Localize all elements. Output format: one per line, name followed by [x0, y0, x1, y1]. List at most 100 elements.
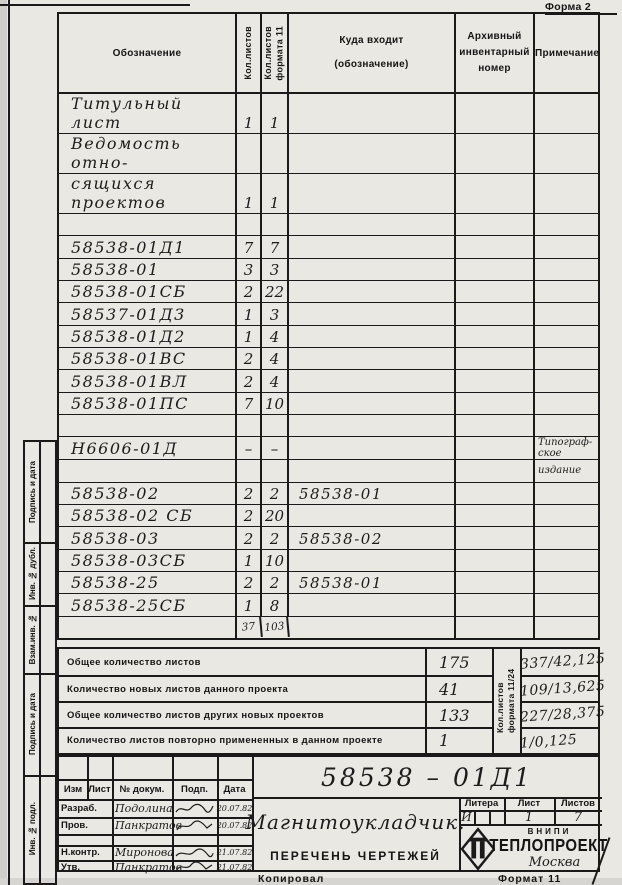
- summary-value: 1: [439, 731, 450, 750]
- note-cell: [535, 134, 598, 173]
- archive-number-cell: [456, 94, 535, 133]
- table-row: Ведомость отно-: [59, 133, 598, 173]
- sheet-count-cell: 3: [237, 258, 262, 280]
- note-cell: [535, 303, 598, 324]
- note-cell: [535, 214, 598, 235]
- sheet-count-cell: 1: [237, 303, 262, 325]
- archive-number-cell: [456, 134, 535, 173]
- sheet-summary-table: Общее количество листов 175 337/42,125 К…: [57, 647, 606, 755]
- sheet-label: Лист: [517, 798, 541, 809]
- role-name: Панкратов: [115, 860, 183, 874]
- designation-cell: 58538-01Д2: [59, 325, 237, 347]
- tb-vline: [459, 797, 461, 870]
- sheet-count-cell: 7: [237, 392, 262, 414]
- table-row: 58537-01Д3 1 3: [59, 302, 598, 325]
- sheet-count-cell: 1: [237, 94, 262, 133]
- designation-cell: 58537-01Д3: [59, 303, 237, 325]
- sheet-count-f11-cell: [262, 460, 289, 482]
- col-list: Лист: [88, 783, 111, 795]
- note-cell: [535, 259, 598, 280]
- belongs-to-cell: 58538-01: [289, 571, 456, 594]
- sheet-count-f11-cell: [262, 134, 289, 173]
- belongs-to-cell: [289, 460, 456, 482]
- designation-cell: 58538-25: [59, 571, 237, 594]
- col-sheet-count-f11: Кол.листов формата 11: [262, 14, 289, 92]
- belongs-to-cell: [289, 370, 456, 392]
- document-title: ПЕРЕЧЕНЬ ЧЕРТЕЖЕЙ: [270, 849, 441, 863]
- designation-cell: [59, 214, 237, 236]
- table-row: издание: [59, 459, 598, 482]
- sheet-count-cell: 2: [237, 482, 262, 504]
- note-cell: [535, 348, 598, 369]
- table-row: Титульный лист 1 1: [59, 94, 598, 133]
- sheet-count-f11-cell: 7: [262, 236, 289, 258]
- belongs-to-cell: [289, 437, 456, 460]
- note-cell: [535, 393, 598, 414]
- sheet-count-cell: [237, 460, 262, 482]
- belongs-to-cell: [289, 174, 456, 213]
- note-cell: [535, 236, 598, 257]
- designation-cell: Н6606-01Д: [59, 437, 237, 460]
- archive-number-cell: [456, 571, 535, 594]
- archive-number-cell: [456, 527, 535, 549]
- sheet-count-f11-cell: 1: [262, 174, 289, 213]
- belongs-to-cell: [289, 303, 456, 325]
- sheet-count-cell: [237, 214, 262, 236]
- sidebar-hline: [25, 673, 55, 675]
- sheet-count-cell: 2: [237, 370, 262, 392]
- tb-hline: [59, 860, 252, 862]
- role-label: Разраб.: [61, 802, 97, 814]
- table-row: 58538-01ВЛ 2 4: [59, 369, 598, 392]
- col-signature: Подп.: [181, 783, 208, 795]
- sheet-count-f11-cell: 4: [262, 370, 289, 392]
- archive-number-cell: [456, 482, 535, 504]
- archive-number-cell: [456, 347, 535, 370]
- tb-vline: [504, 797, 506, 824]
- designation-cell: 58538-02 СБ: [59, 504, 237, 527]
- note-cell: [535, 527, 598, 548]
- archive-number-cell: [456, 370, 535, 392]
- tb-vline: [489, 810, 491, 824]
- role-label: Н.контр.: [61, 847, 100, 858]
- product-title: Магнитоукладчик.: [245, 810, 466, 834]
- tb-hline: [59, 779, 252, 781]
- drawings-table-header: Обозначение Кол.листов Кол.листов формат…: [59, 14, 600, 94]
- sidebar-label-signature-date: Подпись и дата: [27, 461, 37, 523]
- signature-scribble: [174, 801, 216, 816]
- role-name: Панкратов: [115, 819, 183, 832]
- drawings-table: Обозначение Кол.листов Кол.листов формат…: [57, 12, 600, 640]
- role-label: Утв.: [61, 861, 81, 873]
- sheet-count-cell: 2: [237, 280, 262, 303]
- note-cell: [535, 505, 598, 526]
- belongs-to-cell: 58538-02: [289, 527, 456, 549]
- note-cell: [535, 594, 598, 615]
- belongs-to-cell: [289, 236, 456, 258]
- sheet-count-cell: 2: [237, 527, 262, 549]
- sheet-count-f11-cell: –: [262, 437, 289, 460]
- tb-hline: [459, 810, 602, 812]
- sidebar-label-vzam-inv: Взам.инв. №: [27, 613, 37, 665]
- col-note: Примечание: [535, 47, 600, 59]
- designation-cell: 58538-01: [59, 258, 237, 280]
- tb-hline: [59, 845, 252, 847]
- tb-hline: [59, 834, 252, 836]
- role-name: Подолина: [115, 801, 173, 815]
- sheet-count-f11-cell: 10: [262, 392, 289, 414]
- summary-value: 175: [439, 652, 470, 672]
- litera-label: Литера: [464, 798, 499, 809]
- summary-value-f11: 1/0,125: [519, 731, 578, 752]
- sheet-count-f11-cell: 1: [262, 94, 289, 133]
- org-name-label: ТЕПЛОПРОЕКТ: [489, 835, 608, 855]
- role-name: Миронова: [115, 846, 174, 859]
- form-number-label: Форма 2: [545, 1, 591, 13]
- org-top-label: ВНИПИ: [527, 826, 572, 836]
- designation-cell: 58538-01ВЛ: [59, 370, 237, 392]
- col-date: Дата: [223, 783, 246, 795]
- col-designation: Обозначение: [59, 14, 237, 92]
- summary-label: Общее количество листов: [67, 656, 201, 668]
- sheet-count-f11-cell: 22: [262, 280, 289, 303]
- tb-vline: [554, 797, 556, 824]
- summary-hline: [520, 701, 598, 703]
- table-row: 58538-02 2 2 58538-01: [59, 481, 598, 504]
